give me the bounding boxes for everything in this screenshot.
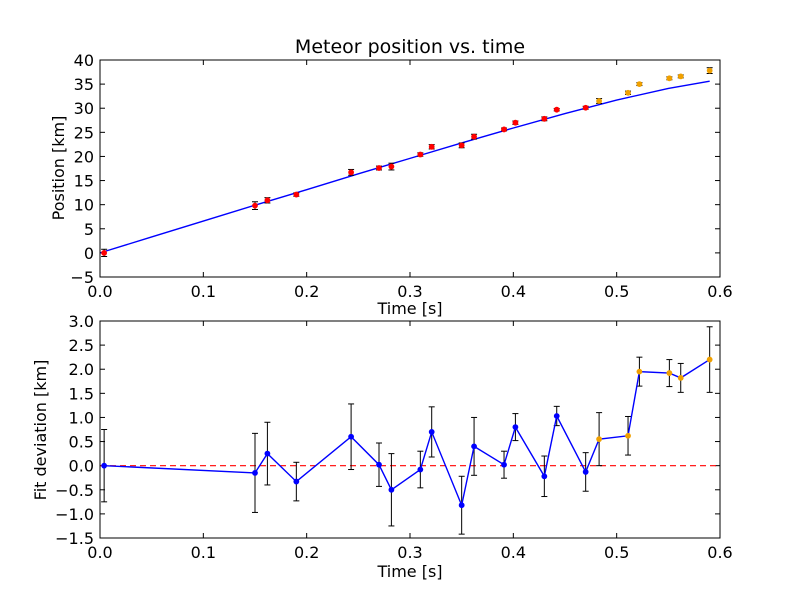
deviation-point [596, 436, 602, 443]
position-plot-ytick-label: 10 [74, 196, 94, 215]
deviation-point [636, 368, 643, 375]
position-point [512, 119, 519, 126]
deviation-point [553, 413, 560, 419]
position-point [582, 104, 589, 111]
deviation-point [471, 443, 477, 450]
deviation-plot: Time [s] Fit deviation [km] 0.0 0.1 0.2 0.3… [31, 312, 733, 581]
position-plot-ytick-label: 20 [74, 147, 94, 166]
deviation-point [348, 433, 355, 440]
position-plot-xtick-label: 0.4 [501, 282, 526, 301]
deviation-plot-xtick-label: 0.2 [294, 543, 319, 562]
position-plot-xtick-label: 0.1 [191, 282, 216, 301]
deviation-plot-xtick-label: 0.1 [191, 543, 216, 562]
position-plot-ytick-label: 25 [74, 123, 94, 142]
deviation-plot-ytick-label: −0.5 [55, 481, 94, 500]
position-point [101, 249, 108, 256]
position-plot-ylabel: Position [km] [49, 116, 68, 221]
deviation-point [541, 473, 548, 480]
deviation-point [417, 466, 424, 473]
deviation-plot-ytick-label: 3.0 [69, 312, 94, 331]
deviation-plot-xtick-label: 0.0 [87, 543, 112, 562]
deviation-point [512, 424, 519, 430]
position-point [625, 89, 631, 96]
deviation-point [458, 502, 465, 509]
deviation-point [501, 461, 507, 468]
deviation-plot-ticks: 0.0 0.1 0.2 0.3 0.4 0.5 0.6 −1.5 −1.0 −0.5 0.0 0.5 1… [55, 312, 733, 562]
position-point [553, 106, 560, 113]
position-plot-xtick-label: 0.0 [87, 282, 112, 301]
deviation-point [101, 462, 108, 469]
deviation-plot-xtick-label: 0.6 [707, 543, 732, 562]
position-point [428, 143, 435, 150]
deviation-point [252, 470, 258, 476]
deviation-plot-xtick-label: 0.3 [397, 543, 422, 562]
deviation-point [376, 461, 382, 468]
position-plot-ytick-label: −5 [70, 268, 94, 287]
position-plot-ytick-label: 35 [74, 75, 94, 94]
deviation-point [428, 429, 435, 435]
position-point [666, 75, 673, 82]
position-plot-ytick-label: 15 [74, 172, 94, 191]
deviation-point [677, 375, 684, 381]
deviation-point [666, 370, 673, 376]
deviation-plot-xlabel: Time [s] [376, 562, 442, 581]
position-point [677, 73, 684, 80]
deviation-plot-ytick-label: 0.5 [69, 433, 94, 452]
deviation-plot-xtick-label: 0.4 [501, 543, 526, 562]
deviation-plot-ytick-label: 0.0 [69, 457, 94, 476]
deviation-plot-ytick-label: −1.0 [55, 505, 94, 524]
deviation-plot-ytick-label: 1.5 [69, 384, 94, 403]
position-point [252, 202, 258, 209]
position-point [636, 81, 643, 88]
deviation-plot-ytick-label: 2.5 [69, 336, 94, 355]
position-plot-ticks: 0.0 0.1 0.2 0.3 0.4 0.5 0.6 −5 0 5 10 15 20 25 30 35 40 [70, 51, 732, 301]
deviation-point [264, 450, 271, 457]
deviation-plot-frame [99, 320, 721, 539]
deviation-point [706, 356, 713, 363]
position-plot-ytick-label: 40 [74, 51, 94, 70]
position-plot-ytick-label: 30 [74, 99, 94, 118]
position-point [348, 169, 355, 176]
position-point [293, 191, 300, 198]
position-plot-title: Meteor position vs. time [295, 36, 525, 58]
deviation-point [625, 432, 631, 439]
deviation-plot-ytick-label: 2.0 [69, 360, 94, 379]
deviation-point [582, 469, 589, 475]
deviation-point [293, 478, 300, 485]
position-point [501, 126, 507, 133]
position-plot-frame [99, 59, 721, 278]
position-point [706, 67, 713, 74]
position-plot-xtick-label: 0.5 [604, 282, 629, 301]
position-point [471, 133, 477, 140]
position-point [458, 142, 465, 149]
position-plot-ytick-label: 5 [84, 220, 94, 239]
position-point [264, 197, 271, 204]
position-plot-xtick-label: 0.3 [397, 282, 422, 301]
deviation-plot-xtick-label: 0.5 [604, 543, 629, 562]
position-plot-xtick-label: 0.6 [707, 282, 732, 301]
deviation-plot-marks [100, 326, 720, 535]
position-point [388, 163, 395, 170]
deviation-line [104, 358, 711, 508]
position-plot-xlabel: Time [s] [376, 299, 442, 318]
position-point [541, 115, 548, 122]
deviation-plot-ytick-label: −1.5 [55, 529, 94, 548]
position-plot: Meteor position vs. time Time [s] Positi… [49, 36, 733, 318]
position-plot-ytick-label: 0 [84, 244, 94, 263]
position-point [376, 165, 382, 171]
fit-line [99, 80, 710, 254]
position-plot-xtick-label: 0.2 [294, 282, 319, 301]
deviation-point [388, 486, 395, 493]
deviation-plot-ylabel: Fit deviation [km] [31, 360, 50, 501]
deviation-plot-ytick-label: 1.0 [69, 408, 94, 427]
position-plot-marks [99, 67, 713, 258]
position-point [596, 98, 602, 104]
position-point [417, 151, 424, 158]
